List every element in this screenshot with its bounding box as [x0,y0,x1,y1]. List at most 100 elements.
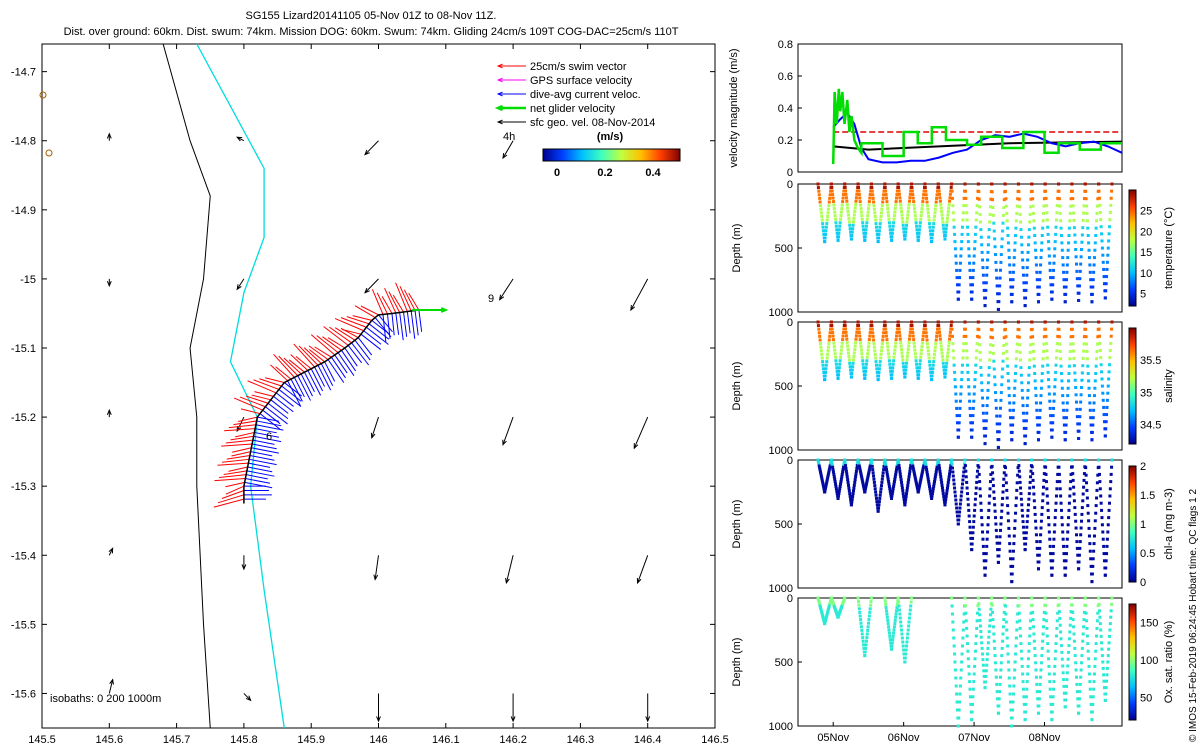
profile-sample [876,378,880,382]
profile-sample [946,210,950,214]
profile-sample [873,352,877,356]
profile-sample [1057,472,1061,476]
profile-sample [824,618,828,622]
profile-sample [1082,349,1086,353]
profile-sample [888,634,892,638]
profile-sample [947,344,951,348]
profile-sample [831,338,835,342]
profile-sample [986,652,990,656]
profile-sample [1032,357,1036,361]
profile-sample [1079,533,1083,537]
profile-sample [922,462,926,466]
profile-sample [1029,469,1033,473]
profile-sample [951,349,955,353]
profile-sample [978,358,982,362]
profile-sample [1087,241,1091,245]
profile-sample [935,465,939,469]
profile-sample [820,352,824,356]
profile-sample [1092,680,1096,684]
profile-sample [874,225,878,229]
profile-sample [1072,349,1076,353]
profile-sample [1021,672,1025,676]
profile-sample [1031,349,1035,353]
profile-sample [1015,481,1019,485]
swim-vector [247,380,277,394]
swim-vector [309,349,325,363]
profile-sample [825,360,829,364]
profile-sample [997,704,1001,708]
profile-sample [1007,386,1011,390]
profile-sample [816,598,820,602]
profile-sample [855,327,859,331]
profile-sample [997,438,1001,442]
profile-sample [1018,475,1022,479]
profile-sample [1096,611,1100,615]
profile-sample [1008,684,1012,688]
profile-sample [859,470,863,474]
profile-sample [859,348,863,352]
profile-sample [876,240,880,244]
profile-sample [864,484,868,488]
profile-sample [849,368,853,372]
profile-sample [878,225,882,229]
profile-sample [1048,537,1052,541]
profile-sample [883,599,887,603]
profile-sample [986,646,990,650]
profile-sample [979,508,983,512]
profile-sample [1001,625,1005,629]
profile-sample [1059,357,1063,361]
profile-sample [1019,649,1023,653]
profile-sample [834,359,838,363]
profile-sample [976,611,980,615]
profile-sample [1015,211,1019,215]
profile-sample [920,474,924,478]
profile-sample [1024,710,1028,714]
profile-sample [895,463,899,467]
profile-sample [1090,718,1094,722]
profile-sample [1005,349,1009,353]
profile-sample [980,250,984,254]
profile-sample [841,470,845,474]
profile-sample [1031,342,1035,346]
profile-sample [1041,499,1045,503]
profile-sample [1064,278,1068,282]
profile-sample [1010,572,1014,576]
profile-sample [1105,544,1109,548]
geo-velocity-arrow-head [502,439,507,446]
profile-sample [868,466,872,470]
profile-sample [895,468,899,472]
profile-sample [1061,530,1065,534]
profile-sample [1013,386,1017,390]
profile-sample [1105,260,1109,264]
profile-sample [871,331,875,335]
profile-sample [946,351,950,355]
profile-sample [1051,414,1055,418]
profile-sample [1009,700,1013,704]
profile-sample [1093,664,1097,668]
profile-sample [834,484,838,488]
profile-sample [872,342,876,346]
profile-sample [1101,391,1105,395]
profile-sample [1053,657,1057,661]
profile-sample [912,345,916,349]
profile-sample [1078,682,1082,686]
profile-sample [933,475,937,479]
series-line [833,140,1123,151]
axis-label: Depth (m) [731,638,743,687]
profile-sample [942,230,946,234]
profile-sample [827,470,831,474]
profile-sample [818,196,822,200]
profile-sample [823,490,827,494]
profile-sample [1021,525,1025,529]
profile-sample [1092,270,1096,274]
profile-sample [900,628,904,632]
profile-sample [971,406,975,410]
profile-sample [963,189,967,193]
profile-sample [999,668,1003,672]
profile-sample [1042,618,1046,622]
profile-sample [999,398,1003,402]
profile-sample [867,621,871,625]
profile-sample [849,237,853,241]
profile-sample [900,216,904,220]
profile-sample [819,207,823,211]
